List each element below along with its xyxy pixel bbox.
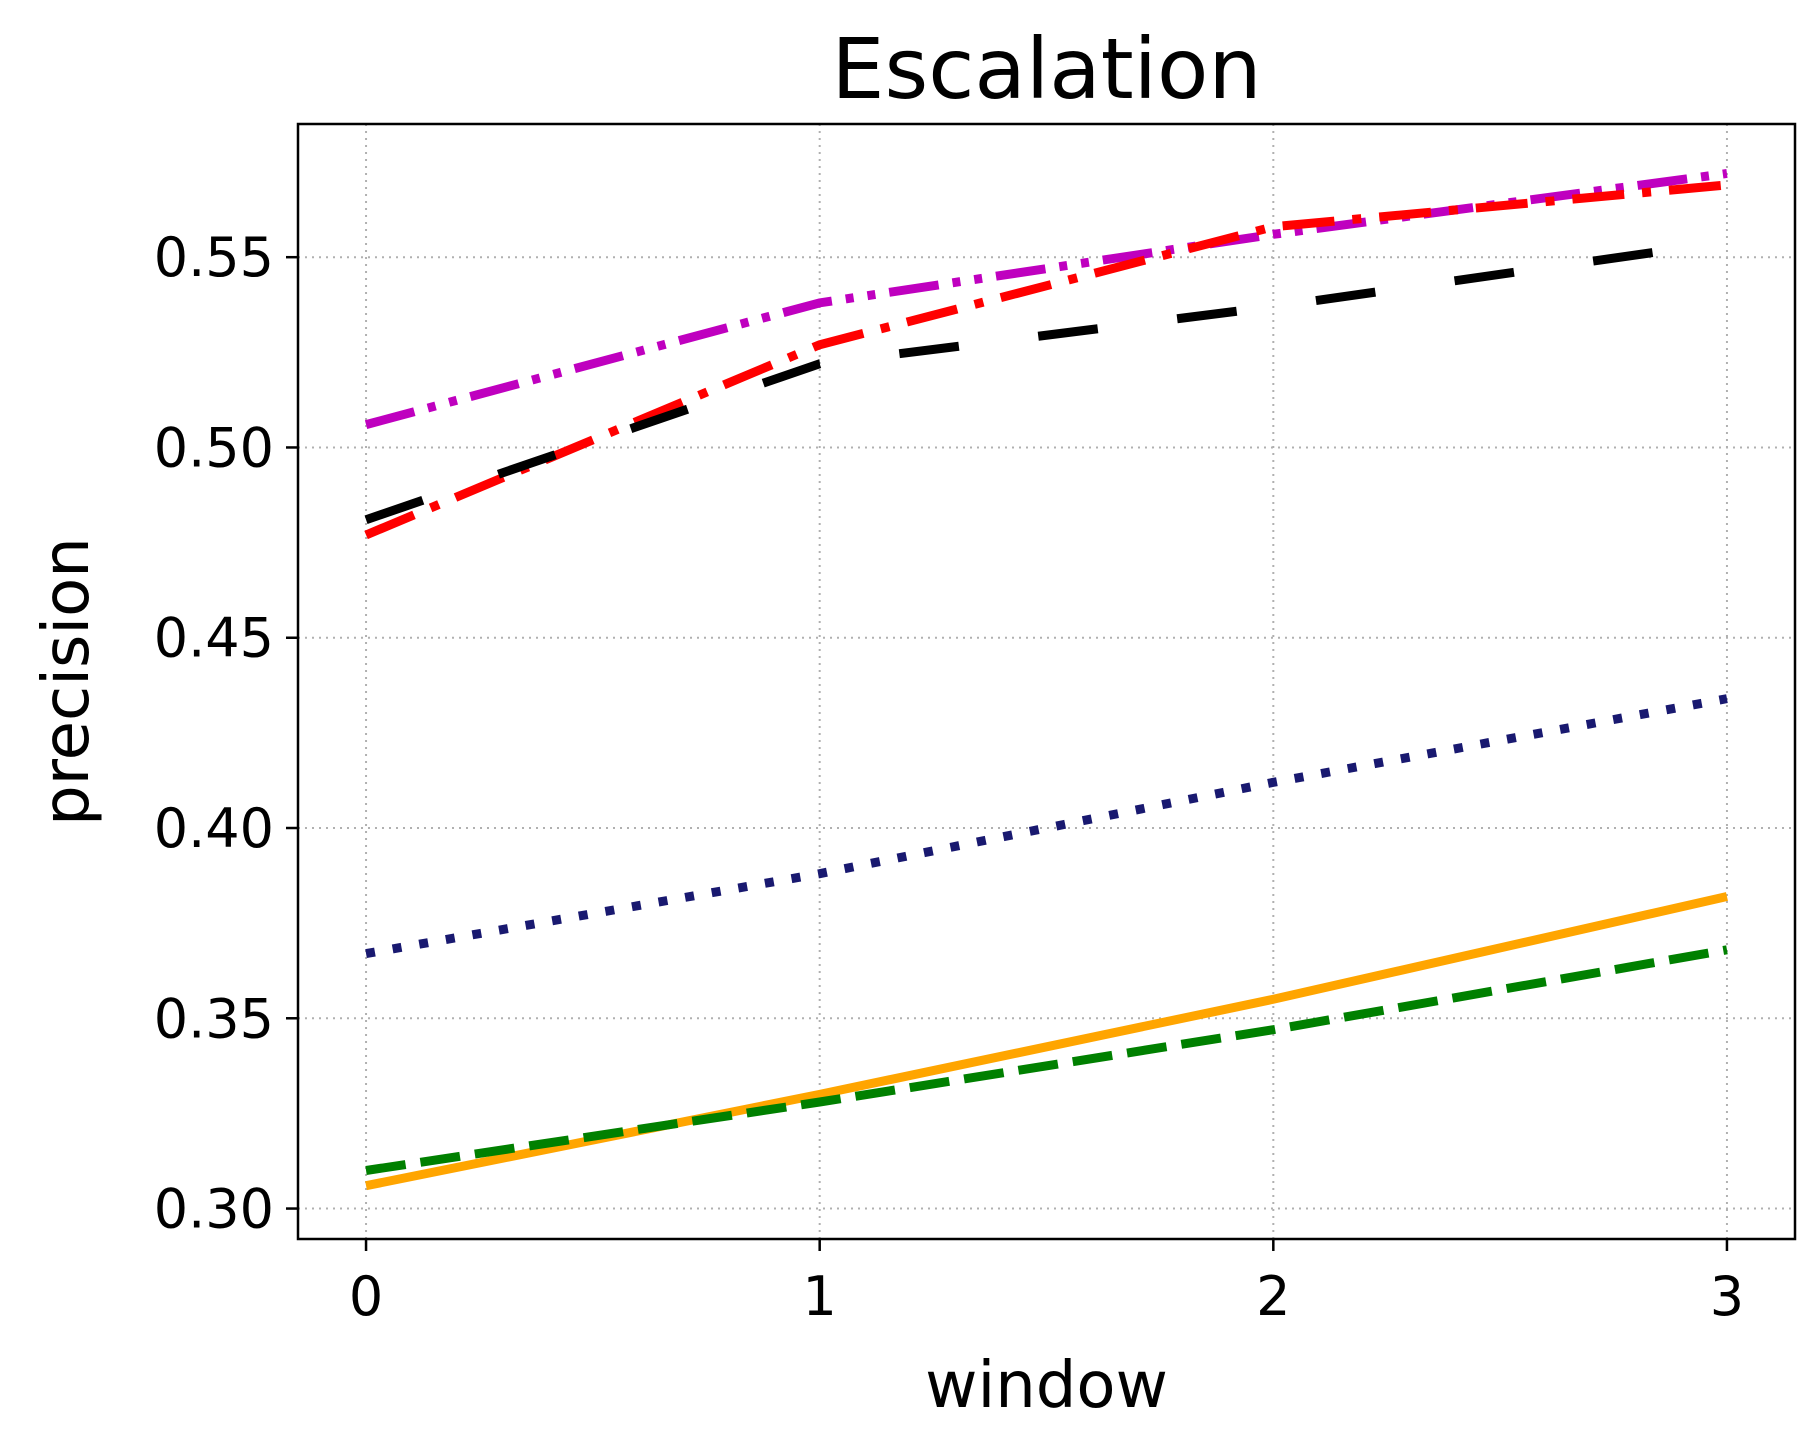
y-axis-label: precision [30, 537, 104, 826]
tick-layer: 0 1 2 3 0.30 0.35 0.40 0.45 0.50 0.55 [154, 226, 1744, 1328]
series-line-1 [364, 169, 1728, 429]
y-tick-label: 0.30 [154, 1178, 274, 1241]
x-tick-label: 3 [1710, 1265, 1744, 1328]
y-tick-label: 0.40 [154, 797, 274, 860]
grid-layer [298, 124, 1795, 1239]
plot-frame [296, 122, 1797, 1241]
x-axis-label: window [925, 1349, 1168, 1423]
y-tick-label: 0.55 [154, 226, 274, 289]
chart-title: Escalation [831, 20, 1261, 118]
y-tick-label: 0.45 [154, 607, 274, 670]
series-line-4 [365, 694, 1728, 959]
series-line-5 [365, 892, 1728, 1191]
series-line-6 [365, 945, 1728, 1175]
y-tick-label: 0.35 [154, 987, 274, 1050]
x-tick-label: 1 [803, 1265, 837, 1328]
series-layer [364, 169, 1728, 1191]
x-tick-label: 2 [1256, 1265, 1290, 1328]
series-line-2 [364, 180, 1728, 540]
y-tick-label: 0.50 [154, 416, 274, 479]
x-tick-label: 0 [349, 1265, 383, 1328]
series-line-3 [364, 237, 1728, 525]
